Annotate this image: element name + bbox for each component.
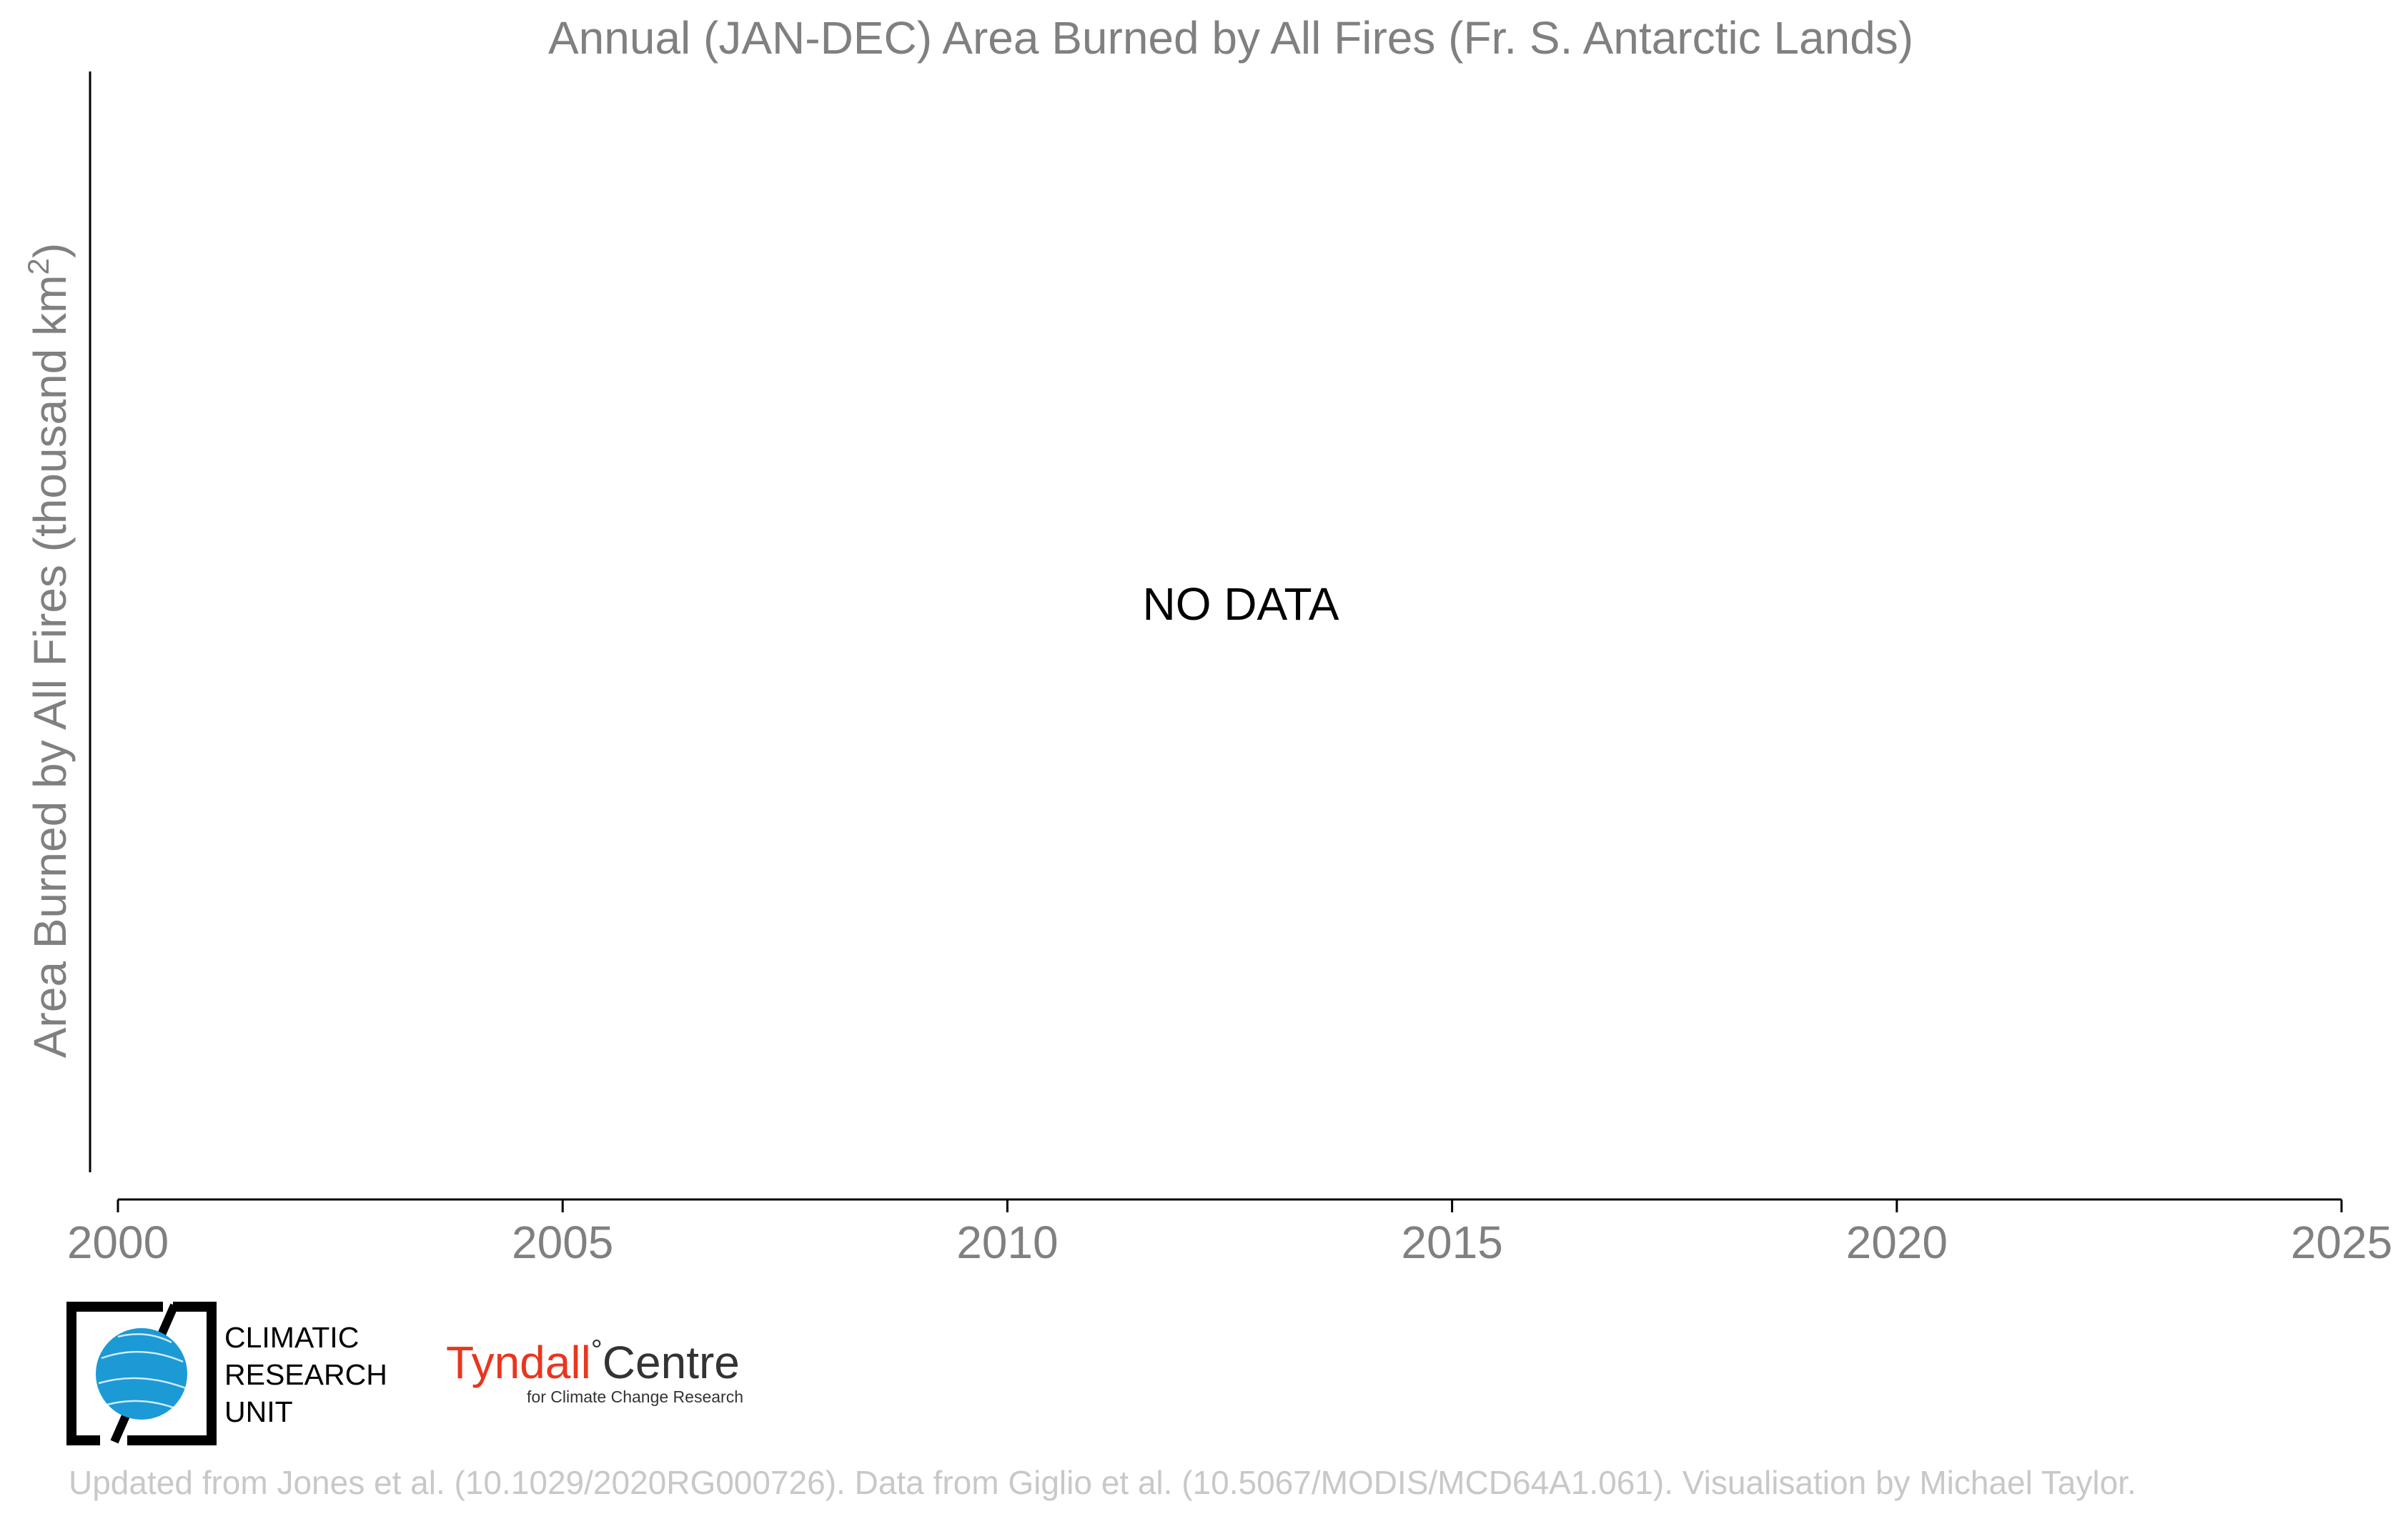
cru-logo-left-bracket bbox=[66, 1302, 163, 1445]
y-axis-label-close: ) bbox=[24, 243, 76, 258]
y-axis-label-superscript: 2 bbox=[21, 258, 55, 274]
x-axis-ticks: 2000 2005 2010 2015 2020 2025 bbox=[67, 1199, 2392, 1268]
tyndall-degree: ° bbox=[591, 1335, 603, 1366]
tyndall-name-part1: Tyndall bbox=[446, 1337, 591, 1388]
x-tick-label: 2025 bbox=[2291, 1217, 2392, 1268]
x-tick-label: 2020 bbox=[1846, 1217, 1948, 1268]
tyndall-name: Tyndall°Centre bbox=[446, 1335, 740, 1388]
tyndall-logo: Tyndall°Centre for Climate Change Resear… bbox=[446, 1335, 743, 1406]
y-axis-label-main: Area Burned by All Fires (thousand km bbox=[24, 275, 76, 1059]
cru-globe-icon bbox=[96, 1328, 187, 1420]
y-axis-label: Area Burned by All Fires (thousand km2) bbox=[21, 243, 76, 1058]
cru-logo-right-bracket bbox=[127, 1302, 217, 1445]
x-tick-label: 2005 bbox=[512, 1217, 613, 1268]
no-data-annotation: NO DATA bbox=[1143, 578, 1339, 630]
cru-text-line1: CLIMATIC bbox=[224, 1321, 359, 1354]
x-tick-label: 2000 bbox=[67, 1217, 169, 1268]
x-tick-label: 2010 bbox=[956, 1217, 1058, 1268]
cru-text-line2: RESEARCH bbox=[224, 1358, 387, 1391]
chart-title: Annual (JAN-DEC) Area Burned by All Fire… bbox=[548, 12, 1913, 64]
tyndall-subtitle: for Climate Change Research bbox=[527, 1387, 743, 1406]
credit-text: Updated from Jones et al. (10.1029/2020R… bbox=[69, 1464, 2136, 1501]
cru-logo: CLIMATIC RESEARCH UNIT bbox=[66, 1302, 387, 1445]
x-tick-label: 2015 bbox=[1401, 1217, 1502, 1268]
cru-text-line3: UNIT bbox=[224, 1395, 293, 1428]
tyndall-name-part2: Centre bbox=[603, 1337, 740, 1388]
